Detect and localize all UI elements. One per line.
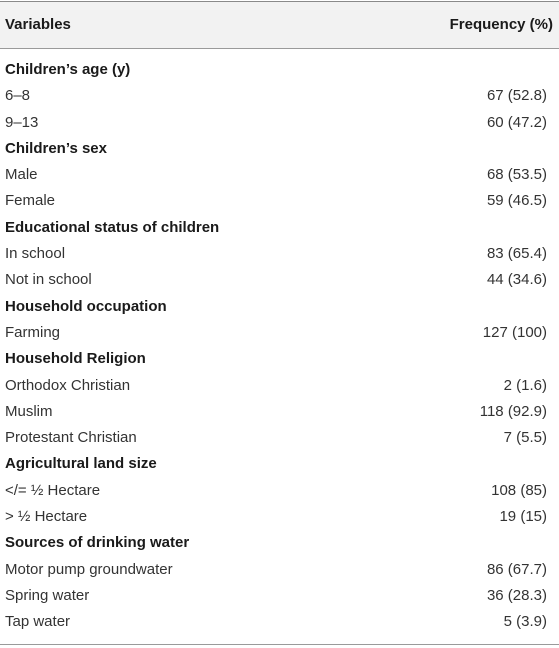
row-label: Tap water <box>5 613 71 631</box>
section-heading-row: Agricultural land size <box>0 451 559 477</box>
row-frequency: 2 (1.6) <box>503 376 547 394</box>
table-row: Protestant Christian 7 (5.5) <box>0 425 559 451</box>
table-header: Variables Frequency (%) <box>0 2 559 48</box>
row-frequency: 118 (92.9) <box>479 402 547 420</box>
table-row: Farming 127 (100) <box>0 320 559 346</box>
section-heading: Children’s age (y) <box>5 61 131 78</box>
table-row: > ½ Hectare 19 (15) <box>0 504 559 530</box>
table-row: Motor pump groundwater 86 (67.7) <box>0 557 559 583</box>
row-label: Spring water <box>5 586 90 604</box>
row-label: Farming <box>5 323 61 341</box>
row-label: Orthodox Christian <box>5 376 131 394</box>
section-heading: Educational status of children <box>5 218 220 236</box>
bottom-rule <box>0 644 559 645</box>
section-heading-row: Household Religion <box>0 346 559 372</box>
section-heading-row: Educational status of children <box>0 215 559 241</box>
section-heading: Agricultural land size <box>5 455 157 473</box>
row-label: In school <box>5 245 66 263</box>
row-label: Male <box>5 166 38 184</box>
top-rule <box>0 1 559 2</box>
row-frequency: 36 (28.3) <box>486 586 547 604</box>
table-row: </= ½ Hectare 108 (85) <box>0 478 559 504</box>
header-rule <box>0 48 559 49</box>
row-frequency: 59 (46.5) <box>486 192 547 210</box>
row-frequency: 86 (67.7) <box>486 560 547 578</box>
section-heading: Household occupation <box>5 297 167 315</box>
row-label: 6–8 <box>5 87 31 105</box>
row-frequency: 67 (52.8) <box>486 87 547 105</box>
header-frequency: Frequency (%) <box>449 16 553 33</box>
table-row: Tap water 5 (3.9) <box>0 609 559 635</box>
row-frequency: 83 (65.4) <box>486 245 547 263</box>
section-heading-row: Children’s sex <box>0 136 559 162</box>
table-row: Muslim 118 (92.9) <box>0 399 559 425</box>
row-label: Protestant Christian <box>5 429 137 447</box>
row-label: > ½ Hectare <box>5 508 88 526</box>
section-heading-row: Household occupation <box>0 294 559 320</box>
row-label: Motor pump groundwater <box>5 560 173 578</box>
table-row: Not in school 44 (34.6) <box>0 267 559 293</box>
row-label: Not in school <box>5 271 92 289</box>
table-row: Female 59 (46.5) <box>0 188 559 214</box>
table-row: 9–13 60 (47.2) <box>0 110 559 136</box>
row-frequency: 7 (5.5) <box>503 429 547 447</box>
table-row: Orthodox Christian 2 (1.6) <box>0 373 559 399</box>
row-label: </= ½ Hectare <box>5 481 101 499</box>
section-heading: Household Religion <box>5 350 146 368</box>
row-frequency: 68 (53.5) <box>486 166 547 184</box>
section-heading: Children’s sex <box>5 139 107 157</box>
section-heading-row: Children’s age (y) <box>0 57 559 83</box>
row-label: 9–13 <box>5 113 39 131</box>
row-label: Female <box>5 192 56 210</box>
row-frequency: 44 (34.6) <box>486 271 547 289</box>
row-label: Muslim <box>5 402 53 420</box>
table-row: 6–8 67 (52.8) <box>0 83 559 109</box>
table-row: Spring water 36 (28.3) <box>0 583 559 609</box>
section-heading: Sources of drinking water <box>5 534 190 552</box>
row-frequency: 60 (47.2) <box>486 113 547 131</box>
row-frequency: 5 (3.9) <box>503 613 547 631</box>
table-row: Male 68 (53.5) <box>0 162 559 188</box>
section-heading-row: Sources of drinking water <box>0 530 559 556</box>
table-body: Children’s age (y) 6–8 67 (52.8) 9–13 60 (47… <box>0 57 559 636</box>
row-frequency: 19 (15) <box>499 508 547 526</box>
header-variables: Variables <box>5 16 71 33</box>
row-frequency: 127 (100) <box>482 323 547 341</box>
row-frequency: 108 (85) <box>491 481 547 499</box>
table-row: In school 83 (65.4) <box>0 241 559 267</box>
